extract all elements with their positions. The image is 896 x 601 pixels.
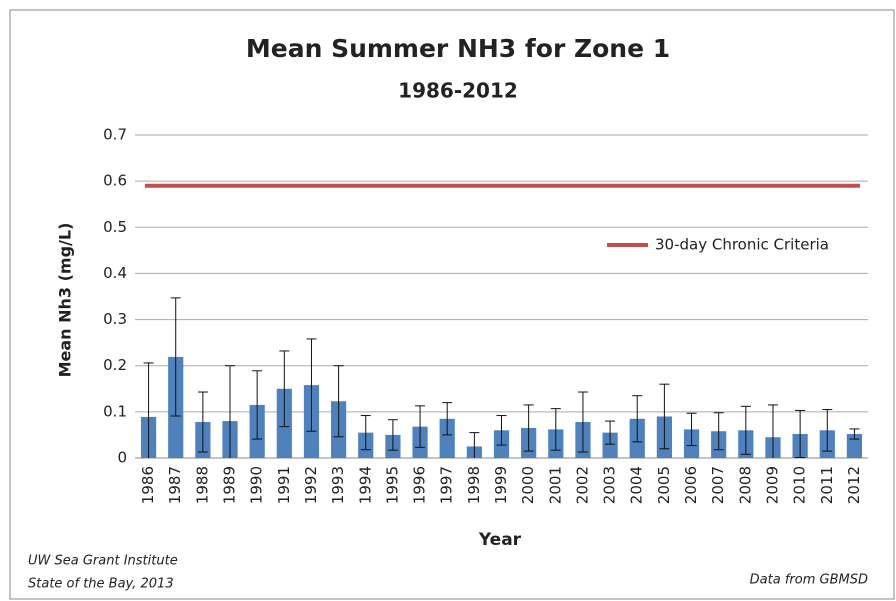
plot-area — [140, 297, 863, 458]
x-tick-label: 2006 — [682, 466, 700, 504]
y-tick-label: 0.1 — [103, 402, 127, 420]
y-tick-label: 0.4 — [103, 264, 127, 282]
x-tick-label: 1992 — [302, 466, 320, 504]
x-tick-label: 2001 — [546, 466, 564, 504]
x-axis-label: Year — [478, 530, 522, 550]
x-tick-label: 2008 — [736, 466, 754, 504]
bar — [439, 418, 455, 458]
x-tick-label: 1993 — [329, 466, 347, 504]
x-tick-label: 2011 — [818, 466, 836, 504]
x-tick-label: 1989 — [221, 466, 239, 504]
x-tick-label: 2012 — [845, 466, 863, 504]
x-tick-label: 2005 — [655, 466, 673, 504]
x-tick-label: 1990 — [248, 466, 266, 504]
chart-title: Mean Summer NH3 for Zone 1 — [246, 34, 670, 63]
x-tick-label: 1987 — [166, 466, 184, 504]
x-tick-label: 1991 — [275, 466, 293, 504]
y-axis-label: Mean Nh3 (mg/L) — [56, 223, 75, 378]
x-tick-label: 2007 — [709, 466, 727, 504]
x-tick-label: 1994 — [356, 466, 374, 504]
y-tick-label: 0.3 — [103, 310, 127, 328]
x-tick-label: 1988 — [193, 466, 211, 504]
note: State of the Bay, 2013 — [28, 577, 174, 592]
x-tick-label: 2000 — [519, 466, 537, 504]
legend-label: 30-day Chronic Criteria — [655, 236, 829, 254]
y-tick-label: 0.6 — [103, 172, 127, 190]
x-tick-label: 2002 — [573, 466, 591, 504]
x-tick-label: 2010 — [791, 466, 809, 504]
x-tick-label: 1995 — [383, 466, 401, 504]
x-tick-label: 1999 — [492, 466, 510, 504]
y-tick-label: 0.2 — [103, 356, 127, 374]
x-tick-label: 2009 — [763, 466, 781, 504]
chart-border — [9, 9, 895, 600]
note: UW Sea Grant Institute — [28, 554, 178, 569]
x-tick-label: 2003 — [601, 466, 619, 504]
y-tick-label: 0 — [117, 449, 127, 467]
bar — [602, 432, 618, 458]
x-tick-label: 1986 — [139, 466, 157, 504]
bar — [846, 434, 863, 458]
x-tick-label: 1996 — [411, 466, 429, 504]
x-tick-label: 2004 — [628, 466, 646, 504]
x-tick-label: 1998 — [465, 466, 483, 504]
y-tick-label: 0.5 — [103, 218, 127, 236]
chart-subtitle: 1986-2012 — [398, 79, 518, 103]
x-tick-label: 1997 — [438, 466, 456, 504]
source: Data from GBMSD — [750, 573, 868, 588]
y-tick-label: 0.7 — [103, 126, 127, 144]
